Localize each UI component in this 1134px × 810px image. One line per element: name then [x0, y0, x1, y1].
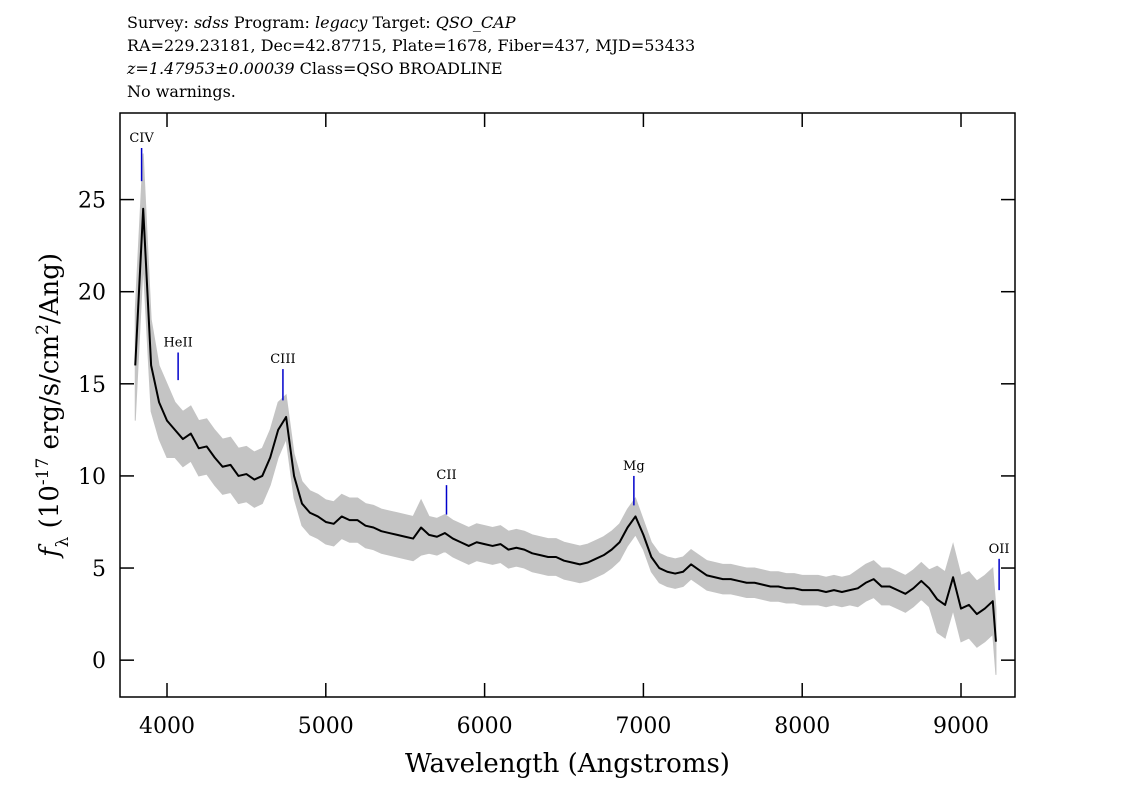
header-line: z=1.47953±0.00039 Class=QSO BROADLINE	[126, 59, 503, 78]
y-axis-label-part: λ	[53, 536, 73, 547]
emission-line-label: HeII	[163, 335, 192, 350]
header-line: Survey: sdss Program: legacy Target: QSO…	[127, 13, 516, 32]
band-layer	[134, 153, 997, 675]
y-tick-label: 10	[78, 465, 106, 490]
header-segment: sdss	[194, 13, 229, 32]
header-line: No warnings.	[127, 82, 236, 101]
header-segment: Class=QSO BROADLINE	[295, 59, 503, 78]
x-tick-label: 4000	[139, 714, 195, 739]
x-tick-label: 6000	[457, 714, 513, 739]
y-axis-label-part: erg/s/cm	[35, 335, 65, 458]
x-tick-label: 7000	[615, 714, 671, 739]
y-tick-label: 15	[78, 373, 106, 398]
y-axis-label-part: -17	[33, 458, 53, 485]
header-segment: legacy	[315, 13, 368, 32]
emission-line-label: CIV	[129, 131, 154, 146]
plot-frame	[119, 112, 1016, 698]
header-line: RA=229.23181, Dec=42.87715, Plate=1678, …	[127, 36, 695, 55]
header-segment: Target:	[367, 13, 435, 32]
y-tick-label: 0	[92, 649, 106, 674]
header-segment: Survey:	[127, 13, 194, 32]
emission-line-label: OII	[989, 542, 1010, 557]
header-segment: Program:	[229, 13, 315, 32]
y-axis-label-part: /Ang)	[35, 253, 65, 324]
emission-line-label: Mg	[623, 459, 645, 474]
y-tick-label: 5	[92, 557, 106, 582]
header-segment: RA=229.23181, Dec=42.87715, Plate=1678, …	[127, 36, 695, 55]
spectrum-line	[134, 207, 997, 642]
x-tick-label: 8000	[774, 714, 830, 739]
y-axis-label: fλ (10-17 erg/s/cm2/Ang)	[33, 253, 73, 559]
error-band	[134, 153, 997, 675]
header-segment: QSO_CAP	[436, 13, 516, 32]
y-tick-label: 20	[78, 281, 106, 306]
emission-line-label: CII	[436, 468, 456, 483]
x-tick-label: 5000	[298, 714, 354, 739]
y-tick-label: 25	[78, 189, 106, 214]
header-segment: No warnings.	[127, 82, 236, 101]
y-axis-label-part: 2	[33, 324, 53, 335]
x-axis-label: Wavelength (Angstroms)	[405, 749, 730, 779]
x-tick-label: 9000	[933, 714, 989, 739]
y-axis-label-part: (10	[35, 485, 65, 537]
emission-line-label: CIII	[270, 352, 295, 367]
header-segment: z=1.47953±0.00039	[126, 59, 295, 78]
plot-layer: 4000 5000 6000 7000 8000 9000 0 5 10 15 20 25 Wavele…	[33, 113, 1015, 779]
